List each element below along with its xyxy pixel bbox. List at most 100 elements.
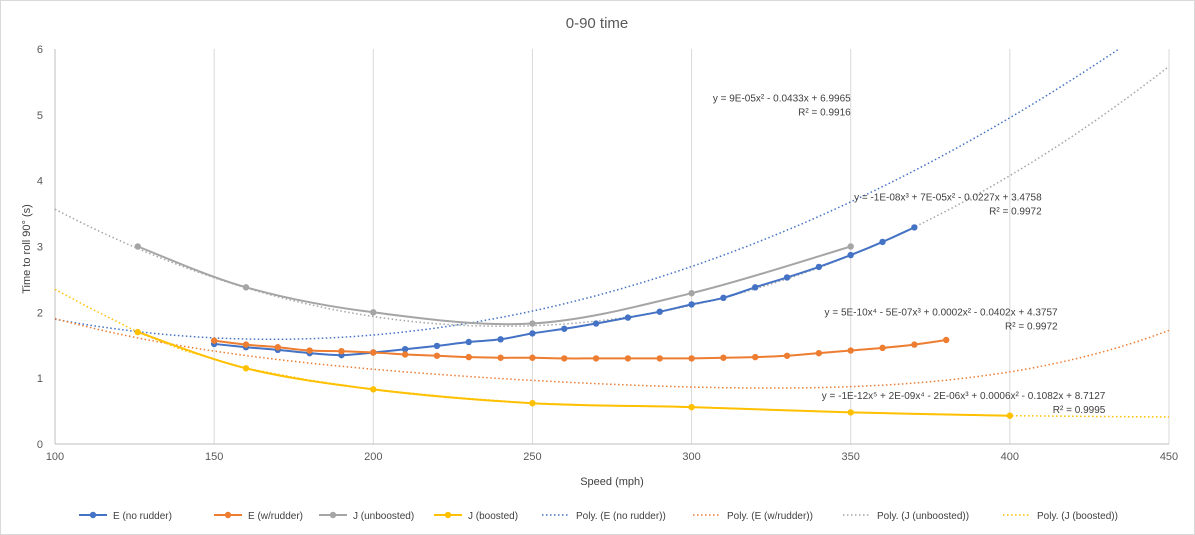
data-point: [370, 309, 377, 316]
x-tick-label: 250: [523, 451, 541, 463]
data-point: [847, 409, 854, 416]
legend-item: Poly. (E (no rudder)): [542, 511, 666, 522]
data-point: [783, 274, 791, 281]
data-point: [688, 301, 695, 308]
data-point: [338, 347, 345, 355]
y-axis-title: Time to roll 90° (s): [21, 204, 33, 294]
trendline-r-squared: R² = 0.9995: [1053, 405, 1106, 416]
data-point: [911, 341, 918, 348]
legend-item: Poly. (J (boosted)): [1003, 511, 1118, 522]
legend-label: E (w/rudder): [248, 511, 303, 522]
series-line: [137, 331, 1010, 417]
y-tick-label: 4: [37, 176, 43, 188]
y-tick-label: 2: [37, 307, 43, 319]
data-point: [815, 263, 823, 271]
legend-label: Poly. (J (unboosted)): [877, 511, 969, 522]
x-tick-label: 100: [46, 451, 64, 463]
data-point: [752, 284, 759, 291]
data-point: [592, 320, 600, 327]
trendline: [54, 317, 1170, 389]
legend-marker: [89, 511, 97, 519]
data-point: [134, 328, 141, 336]
data-point: [656, 308, 663, 315]
data-point: [465, 338, 472, 346]
x-tick-label: 350: [842, 451, 860, 463]
data-point: [497, 354, 504, 361]
legend-label: J (unboosted): [353, 511, 414, 522]
axes: 100 150 200 250 300 350 400 450 0 1 2 3 4 5 6: [37, 44, 1178, 463]
data-point: [433, 352, 441, 359]
trendline-equation: y = -1E-08x³ + 7E-05x² - 0.0227x + 3.475…: [854, 192, 1042, 203]
data-series: [134, 224, 1014, 419]
legend-item: J (unboosted): [319, 511, 414, 522]
data-point: [274, 344, 281, 351]
series-line: [214, 339, 947, 360]
data-point: [1006, 412, 1014, 419]
legend: E (no rudder) E (w/rudder) J (unboosted) J …: [79, 511, 1118, 522]
data-point: [529, 330, 536, 337]
trendline-equation: y = 9E-05x² - 0.0433x + 6.9965: [713, 94, 851, 105]
x-tick-label: 150: [205, 451, 223, 463]
data-point: [401, 346, 409, 353]
data-point: [688, 290, 695, 297]
y-tick-label: 3: [37, 242, 43, 254]
data-point: [561, 355, 568, 362]
legend-item: E (no rudder): [79, 511, 172, 522]
trendline-r-squared: R² = 0.9972: [1005, 322, 1058, 333]
series-j-unboosted: [134, 243, 854, 327]
data-point: [847, 243, 854, 250]
data-point: [879, 238, 886, 246]
data-point: [879, 344, 886, 352]
legend-label: Poly. (E (no rudder)): [576, 511, 666, 522]
data-point: [242, 341, 250, 348]
legend-label: E (no rudder): [113, 511, 172, 522]
legend-label: J (boosted): [468, 511, 518, 522]
trendline-equations: y = 9E-05x² - 0.0433x + 6.9965 R² = 0.991…: [713, 94, 1106, 417]
data-point: [752, 353, 759, 361]
data-point: [815, 349, 823, 357]
x-tick-label: 200: [364, 451, 382, 463]
trendline-r-squared: R² = 0.9916: [798, 108, 851, 119]
y-tick-label: 5: [37, 110, 43, 122]
data-point: [465, 353, 472, 361]
y-tick-label: 1: [37, 373, 43, 385]
data-point: [688, 355, 695, 362]
data-point: [242, 284, 250, 291]
data-point: [529, 354, 536, 361]
data-point: [306, 347, 313, 354]
series-e-no-rudder: [210, 224, 918, 359]
data-point: [911, 224, 918, 231]
y-tick-label: 6: [37, 44, 43, 56]
data-point: [370, 386, 377, 393]
legend-item: Poly. (J (unboosted)): [843, 511, 969, 522]
data-point: [561, 325, 568, 332]
legend-item: J (boosted): [434, 511, 518, 522]
data-point: [688, 403, 695, 411]
data-point: [943, 336, 950, 344]
legend-marker: [329, 511, 337, 519]
data-point: [401, 351, 409, 358]
legend-item: E (w/rudder): [214, 511, 303, 522]
y-tick-label: 0: [37, 439, 43, 451]
data-point: [847, 347, 854, 354]
legend-marker: [224, 511, 232, 519]
data-point: [370, 349, 377, 356]
data-point: [497, 336, 504, 343]
legend-item: Poly. (E (w/rudder)): [693, 511, 813, 522]
data-point: [529, 320, 536, 327]
trendline-r-squared: R² = 0.9972: [989, 206, 1042, 217]
x-tick-label: 400: [1001, 451, 1019, 463]
trendline-equation: y = -1E-12x⁵ + 2E-09x⁴ - 2E-06x³ + 0.000…: [822, 391, 1106, 402]
data-point: [210, 337, 218, 344]
data-point: [720, 294, 727, 302]
legend-marker: [444, 511, 452, 519]
data-point: [433, 342, 441, 350]
data-point: [720, 354, 727, 361]
data-point: [592, 355, 600, 362]
data-point: [847, 251, 854, 259]
data-point: [783, 352, 791, 359]
trendline: [54, 48, 1119, 341]
data-point: [529, 399, 536, 407]
